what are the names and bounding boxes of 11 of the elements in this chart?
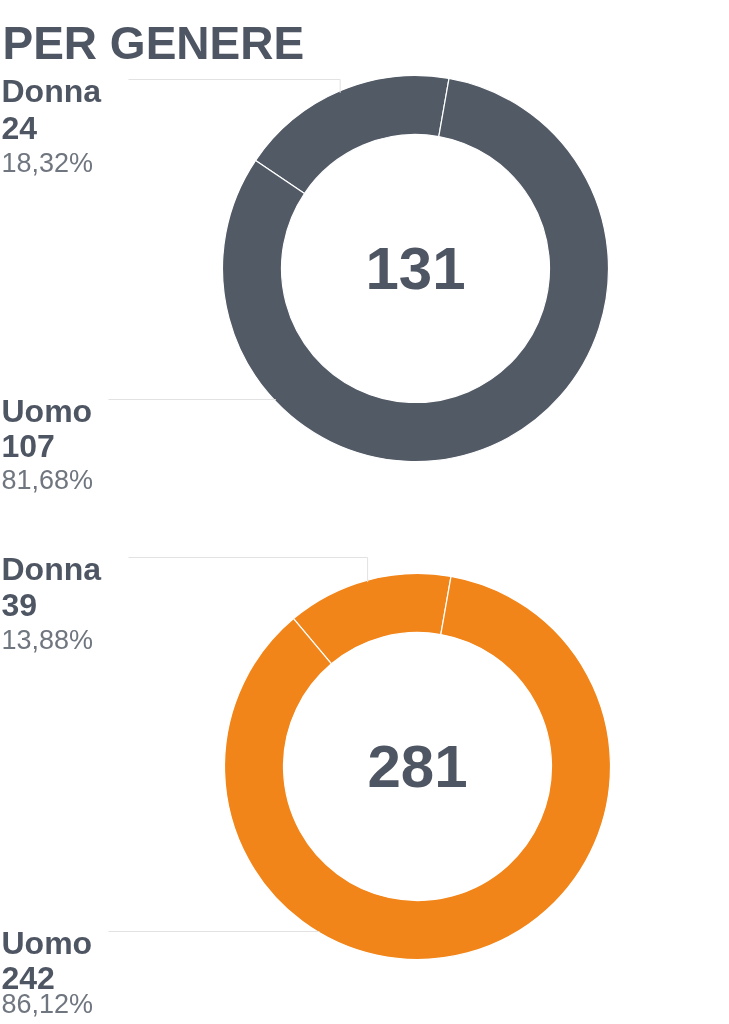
data-label: 39 13,88% [1,586,94,655]
chart-title: PER GENERE [2,16,305,69]
text: 131 [365,235,466,302]
slice-label: Uomo [1,924,93,961]
data-label: 107 81,68% [1,427,94,495]
slice-label: Donna [1,550,102,587]
data-label: 242 86,12% [1,959,94,1019]
text: 281 [367,733,468,800]
data-label: 24 18,32% [1,109,94,178]
slice-label: Uomo [1,392,93,429]
slice-label: Donna [1,72,102,109]
